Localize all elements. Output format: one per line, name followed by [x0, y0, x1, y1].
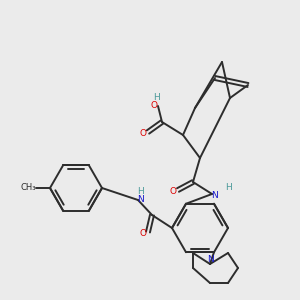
Text: H: H [225, 182, 231, 191]
Text: N: N [207, 256, 213, 265]
Text: O: O [169, 187, 176, 196]
Text: H: H [136, 188, 143, 196]
Text: H: H [153, 92, 159, 101]
Text: O: O [140, 229, 146, 238]
Text: O: O [151, 100, 158, 109]
Text: CH₃: CH₃ [20, 184, 36, 193]
Text: O: O [140, 130, 146, 139]
Text: N: N [138, 196, 144, 205]
Text: N: N [212, 191, 218, 200]
